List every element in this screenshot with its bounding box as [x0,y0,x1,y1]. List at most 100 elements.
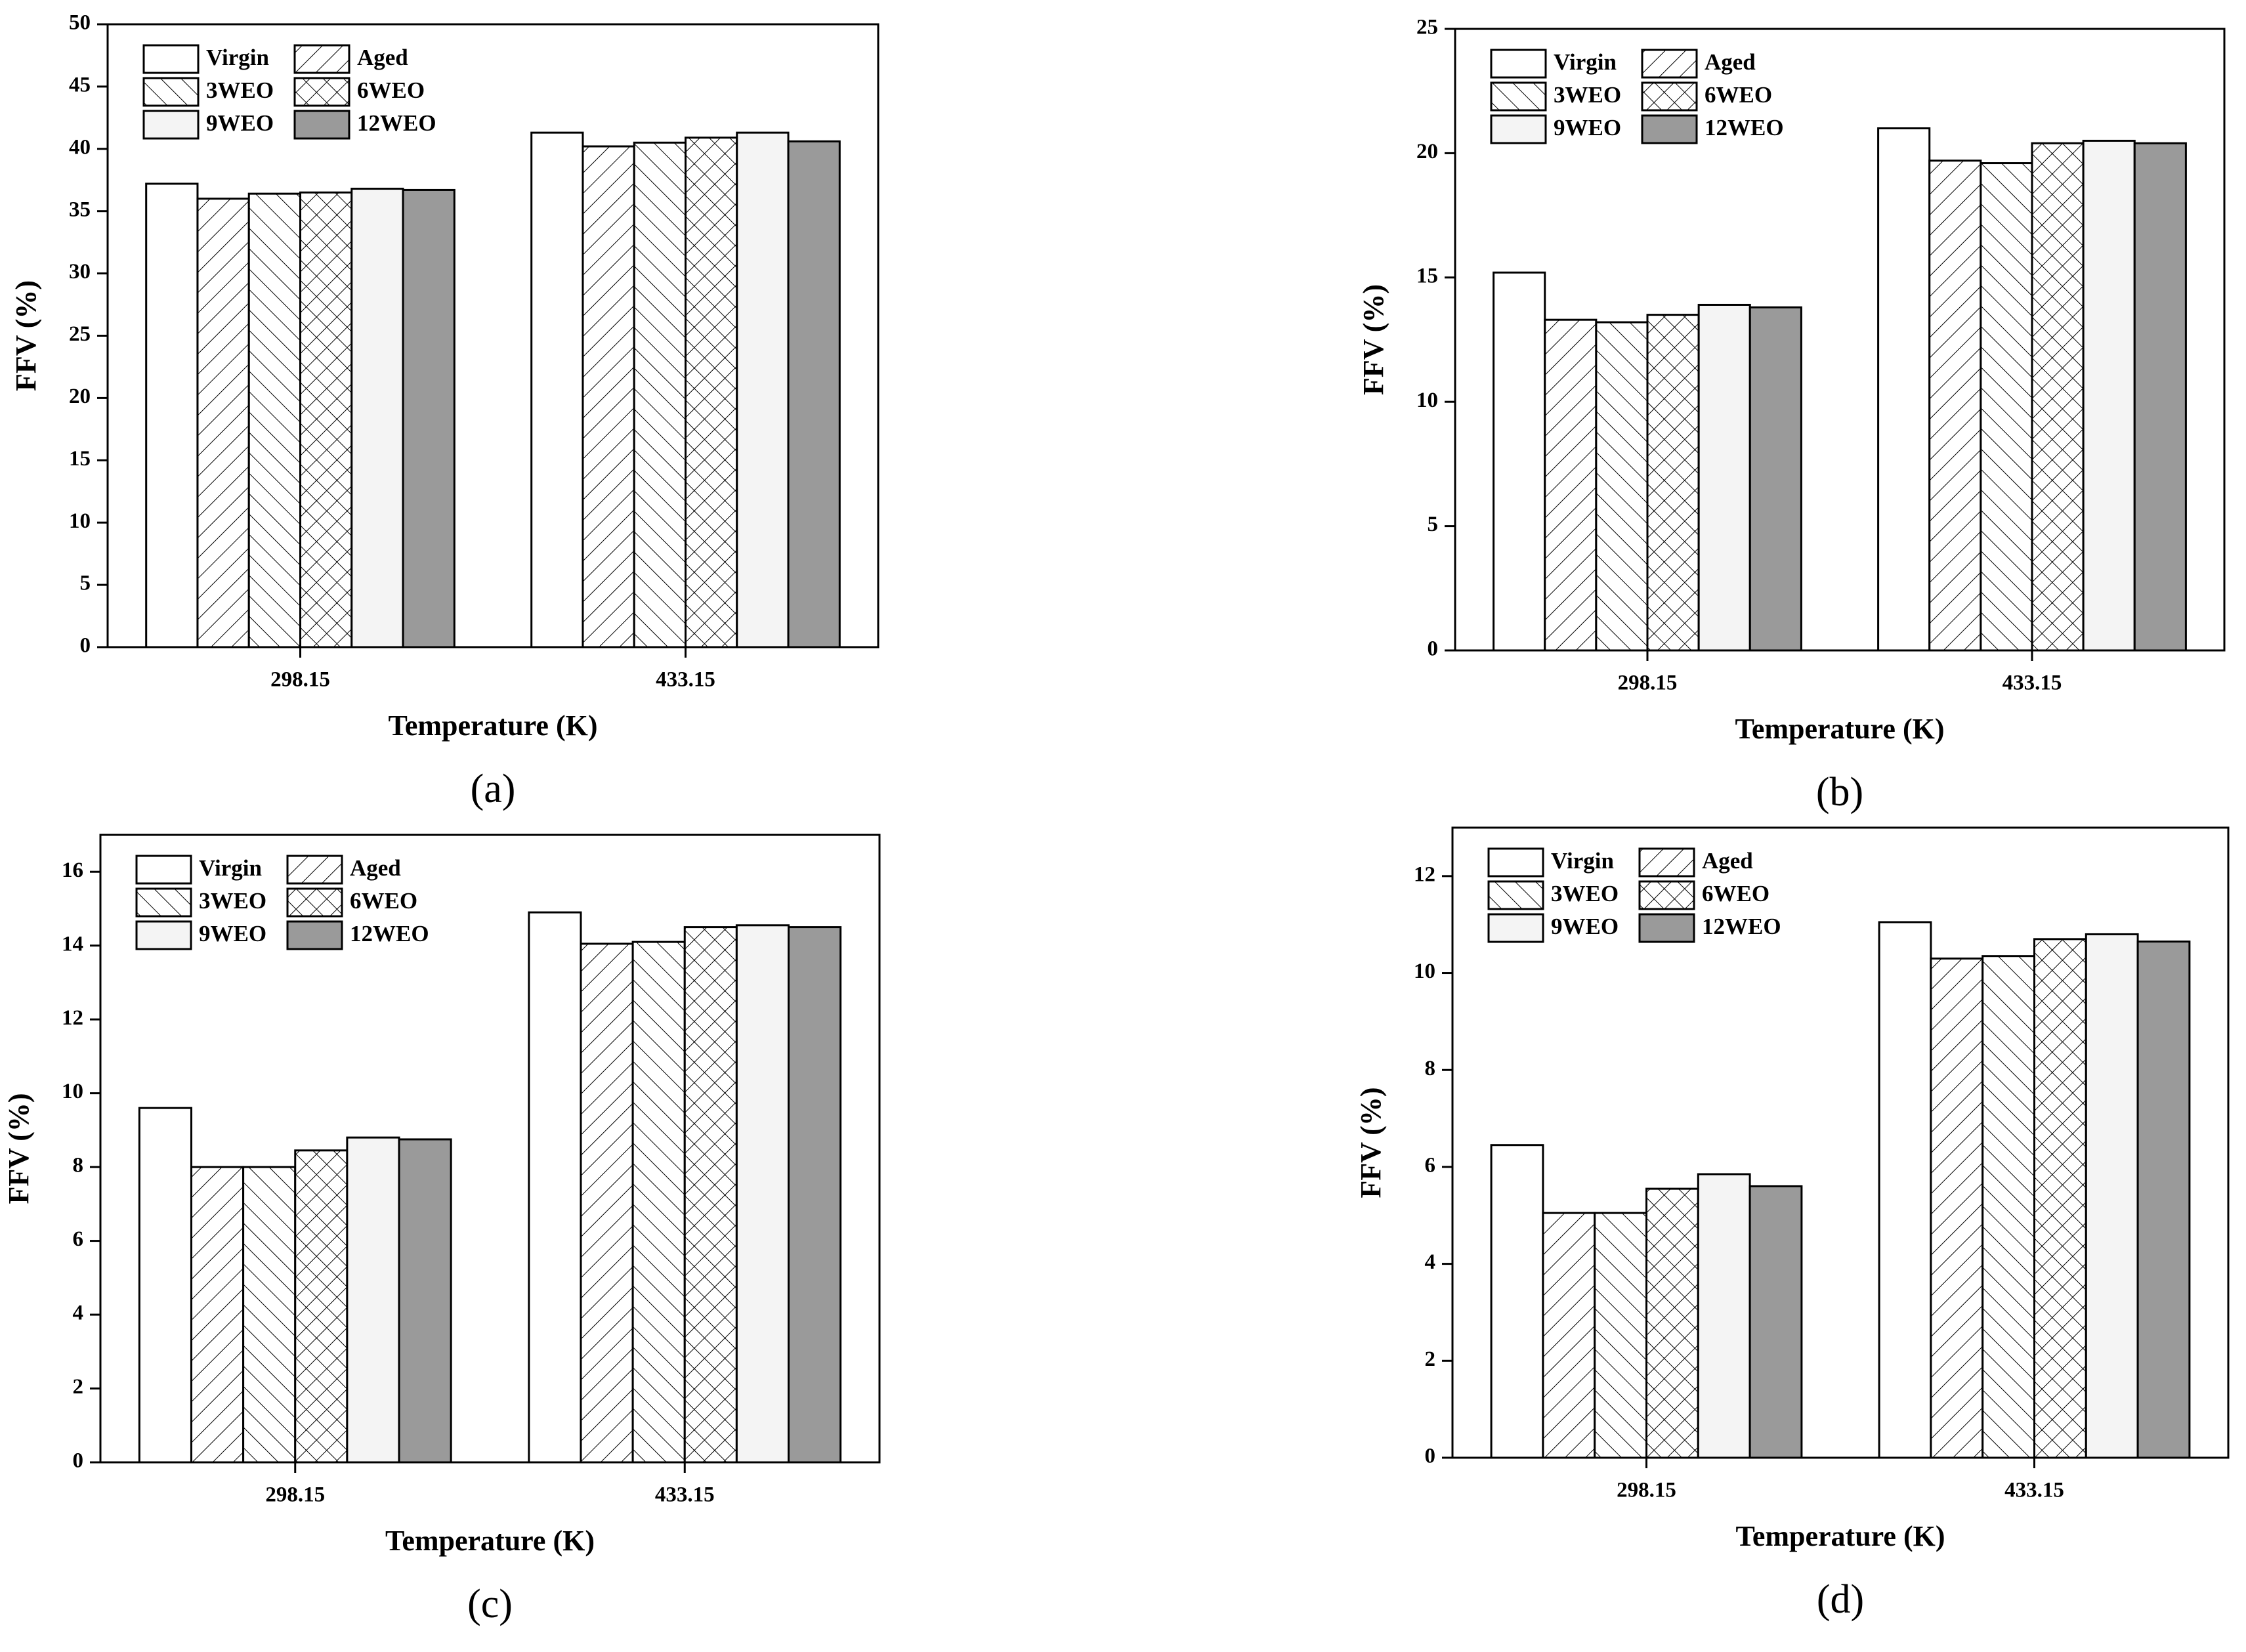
y-tick-label: 40 [69,135,91,159]
bar [580,942,634,1464]
legend-label: 6WEO [1702,881,1769,906]
legend-label: 12WEO [350,921,429,946]
plot-frame [1454,28,2226,652]
bar [633,141,687,648]
legend-label: 3WEO [1551,881,1619,906]
legend-swatch [1641,81,1698,112]
y-tick-label: 45 [69,73,91,96]
legend-label: Virgin [206,45,269,70]
bar [530,131,584,648]
bar [196,198,250,648]
y-tick-label: 10 [1414,960,1435,983]
bar [1697,303,1751,652]
legend-swatch [135,855,192,885]
y-tick-label: 25 [1416,16,1438,39]
x-axis-title: Temperature (K) [385,1525,595,1557]
bar [1748,1185,1803,1459]
legend-swatch [1638,847,1695,878]
bar [1748,306,1802,652]
legend-swatch [293,77,350,107]
legend-label: 3WEO [206,77,274,103]
legend-label: 12WEO [1702,914,1781,939]
bar [2031,142,2085,652]
legend-swatch [1638,913,1695,943]
bar [1542,1212,1596,1459]
bar [346,1136,400,1464]
y-tick-label: 14 [62,932,83,956]
legend-swatch [286,920,343,950]
bar [1544,318,1598,652]
x-tick-label: 298.15 [1617,1479,1676,1502]
bar [247,192,302,648]
y-tick-label: 5 [80,572,91,595]
y-tick-label: 50 [69,11,91,35]
bar [242,1166,297,1464]
y-axis-title: FFV (%) [1355,1087,1387,1198]
bar [299,191,353,648]
legend-label: 6WEO [1705,82,1772,108]
bar [1928,159,1982,652]
y-tick-label: 12 [1414,862,1435,886]
bar [145,182,199,648]
bar [1646,314,1700,652]
legend-swatch [1641,114,1698,144]
legend-label: 3WEO [199,888,266,914]
y-tick-label: 35 [69,198,91,221]
legend-label: 12WEO [357,110,436,136]
bar [398,1138,452,1464]
bar [1645,1187,1699,1459]
bar [190,1166,245,1464]
bar [787,140,841,648]
y-axis-title: FFV (%) [3,1093,35,1204]
bar [528,911,582,1464]
bar [1595,321,1649,652]
bar [1697,1173,1751,1459]
y-tick-label: 2 [73,1375,84,1399]
legend-swatch [1487,847,1544,878]
x-tick-label: 433.15 [656,668,715,692]
legend-label: 6WEO [357,77,425,103]
panel-label: (a) [471,767,516,811]
y-tick-label: 4 [1425,1250,1436,1274]
bar [402,188,456,648]
bar [631,941,686,1464]
bar [735,924,790,1464]
legend-swatch [1490,114,1547,144]
bar [2133,142,2187,652]
y-axis-title: FFV (%) [10,280,42,391]
legend-swatch [1487,913,1544,943]
legend-label: 12WEO [1705,115,1784,140]
y-tick-label: 5 [1428,513,1439,536]
legend-label: Aged [1702,848,1753,874]
x-tick-label: 433.15 [2004,1479,2064,1502]
legend-label: Virgin [1551,848,1614,874]
legend-swatch [142,110,200,140]
bar [1878,921,1932,1459]
y-tick-label: 0 [1428,637,1439,661]
legend-swatch [1490,49,1547,79]
plot-frame [99,834,881,1464]
legend-swatch [293,110,350,140]
x-tick-label: 298.15 [1618,671,1678,695]
bar [2085,933,2139,1459]
y-tick-label: 6 [1425,1154,1436,1177]
bar [2136,941,2191,1459]
x-tick-label: 433.15 [655,1483,715,1507]
x-tick-label: 298.15 [270,668,330,692]
legend-swatch [135,920,192,950]
x-axis-title: Temperature (K) [389,710,598,742]
legend-swatch [1490,81,1547,112]
bar [1877,127,1931,652]
y-tick-label: 8 [73,1154,84,1177]
y-tick-label: 15 [69,447,91,471]
bar [1493,271,1546,652]
bar [138,1107,192,1464]
bar [1490,1144,1544,1459]
legend-label: 9WEO [1551,914,1619,939]
x-tick-label: 298.15 [265,1483,325,1507]
legend-label: 3WEO [1554,82,1621,108]
bar [1980,162,2033,652]
bar [1930,957,1984,1459]
legend-swatch [1487,880,1544,910]
